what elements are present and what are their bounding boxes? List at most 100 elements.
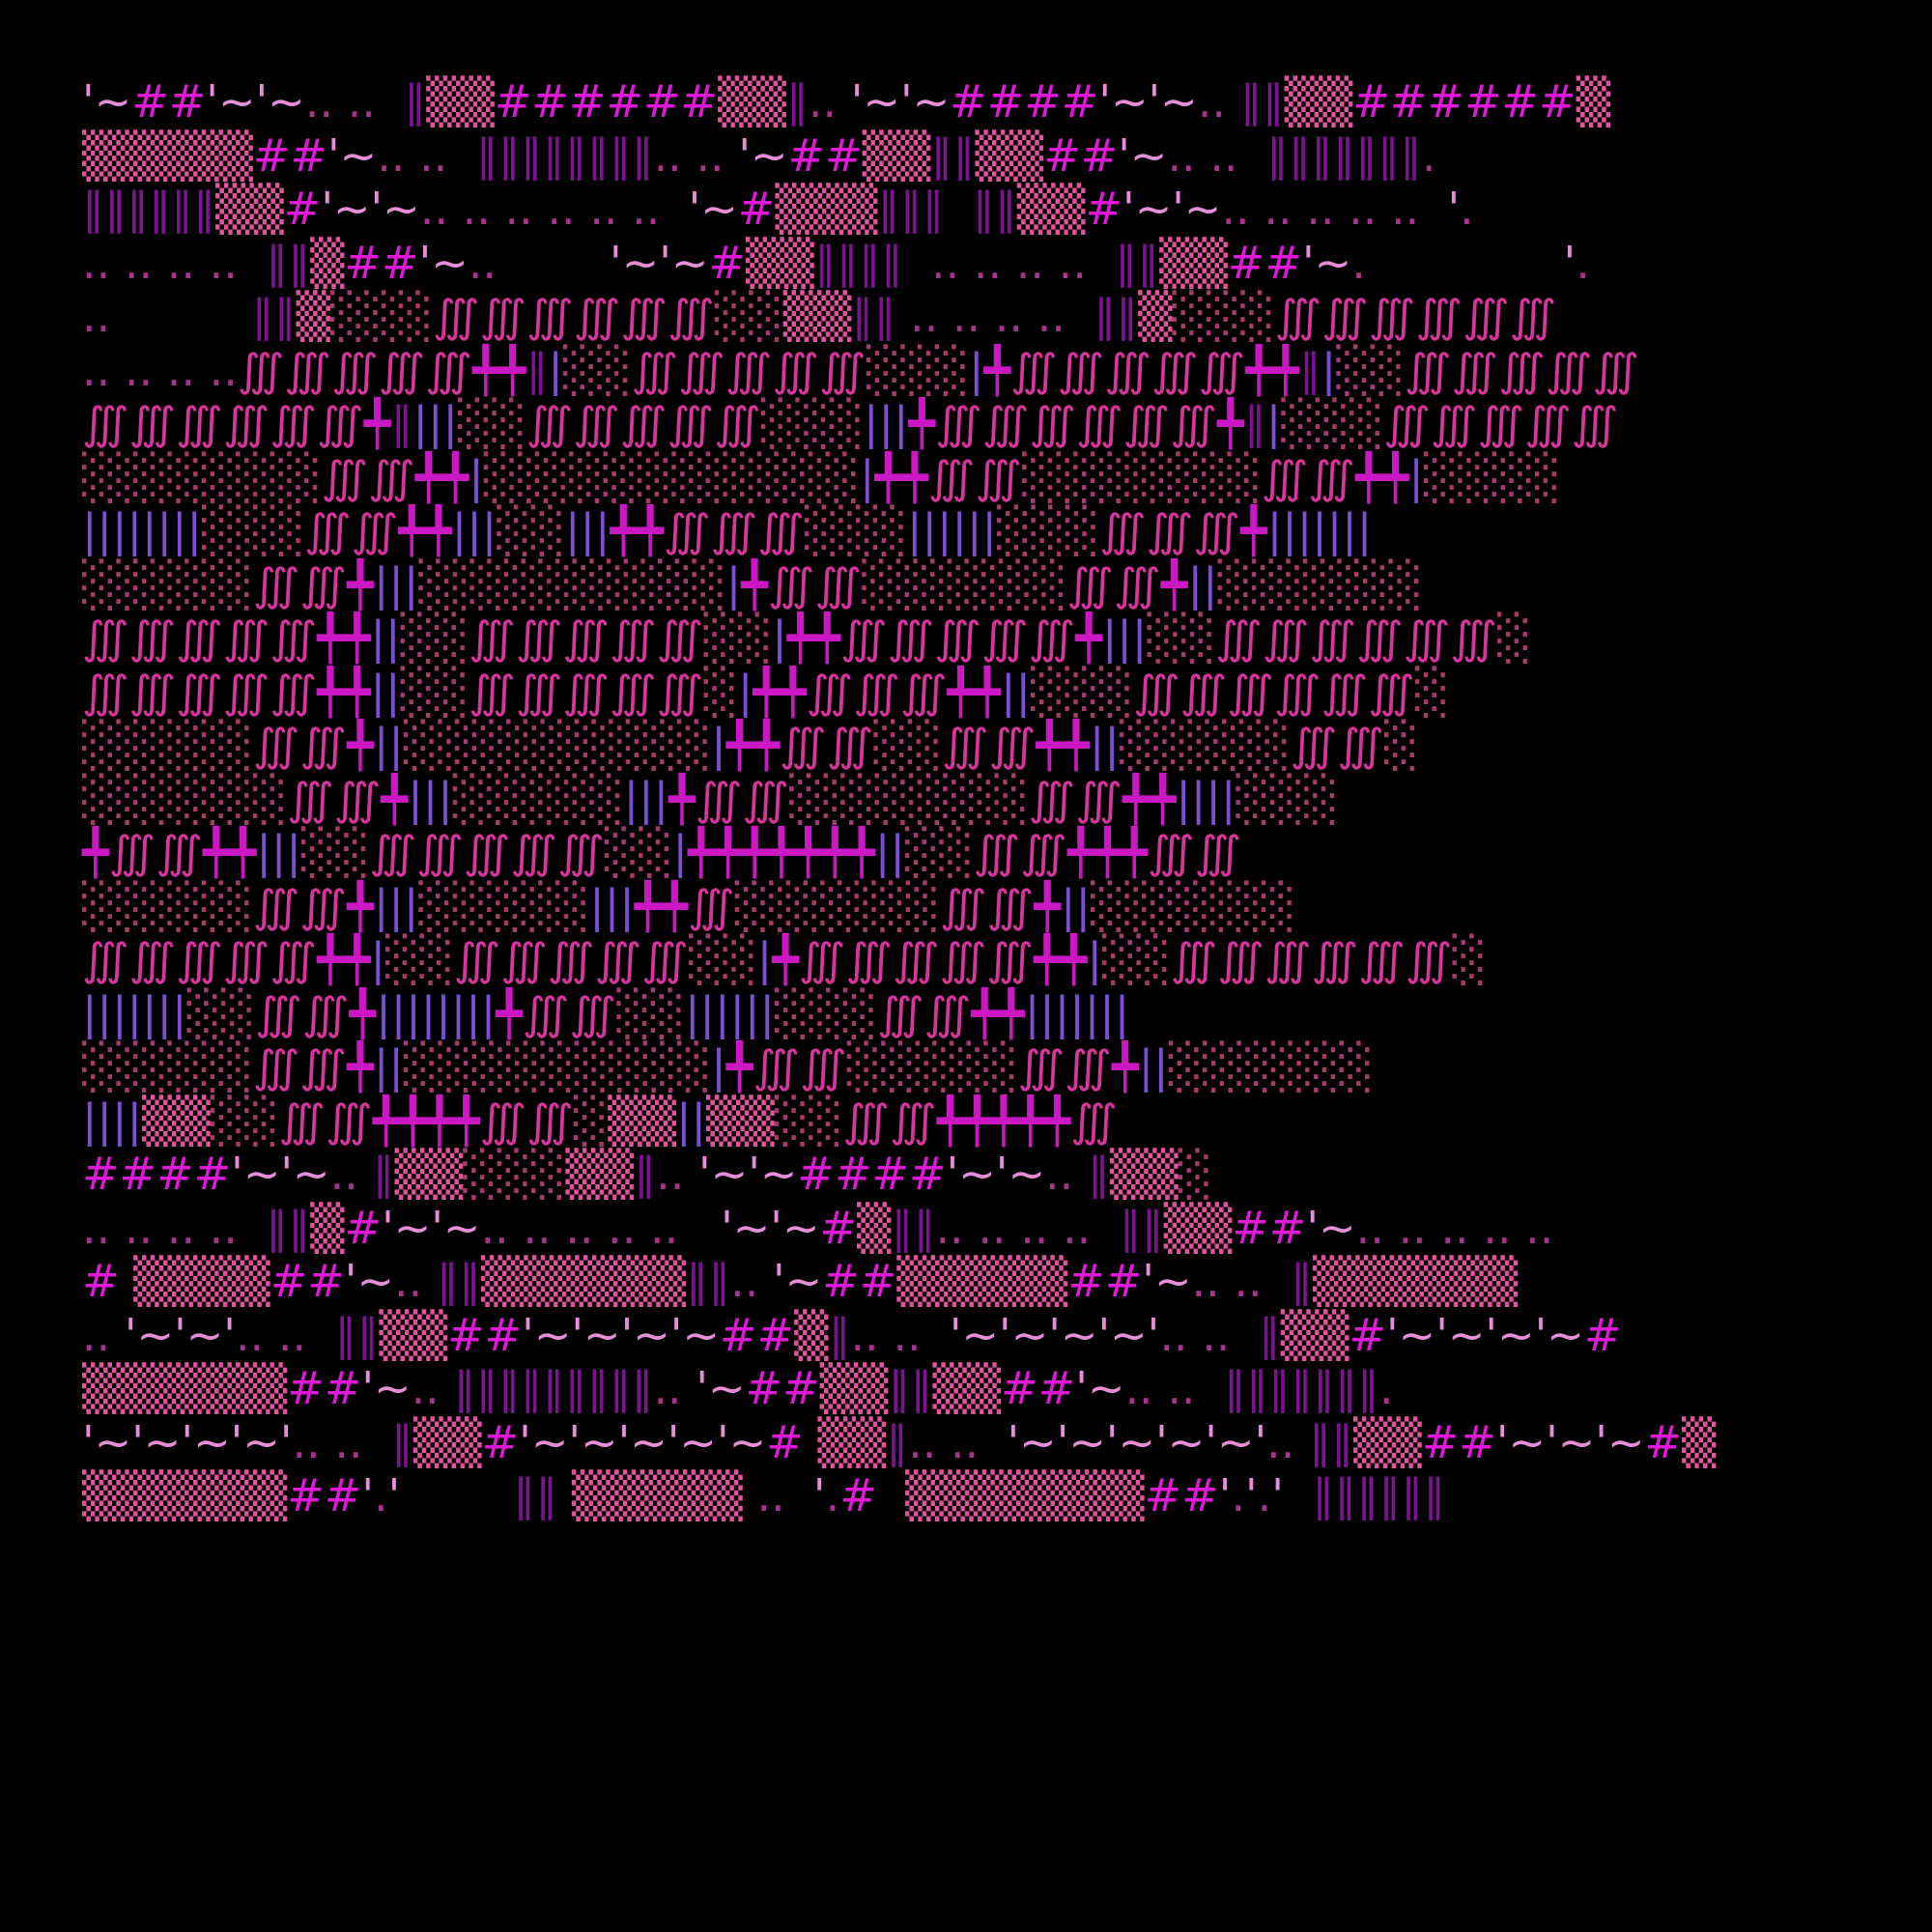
ascii-art-row: |||||||░░∭∭╇||||||||╇∭∭░░||||||░░░∭∭╇╇||…: [82, 987, 1129, 1039]
whitespace-run: [1153, 1362, 1168, 1414]
parallel-double-bar-glyph: ∥∥: [1094, 290, 1139, 342]
period-dot-glyph: ..: [277, 1308, 307, 1361]
parallel-double-bar-glyph: ∥∥∥∥∥∥∥: [1265, 128, 1422, 182]
apostrophe-quote-glyph: ': [1142, 1255, 1154, 1307]
period-dot-glyph: .: [1460, 183, 1474, 235]
triple-integral-glyph: ∭∭: [252, 1040, 348, 1093]
period-dot-glyph: ..: [124, 343, 154, 396]
hash-glyph: ##: [287, 1362, 362, 1414]
down-tack-cross-glyph: ╇╇: [874, 450, 928, 503]
vertical-bar-glyph: |||: [408, 772, 453, 825]
down-tack-cross-glyph: ╇: [725, 1040, 753, 1093]
medium-shade-block-glyph: ▒▒: [379, 1308, 448, 1361]
medium-shade-block-glyph: ▒: [1576, 75, 1611, 128]
down-tack-cross-glyph: ╇: [496, 986, 523, 1039]
period-dot-glyph: ..: [166, 343, 195, 396]
medium-shade-block-glyph: ▒▒: [1284, 75, 1353, 128]
down-tack-cross-glyph: ╇: [908, 397, 936, 449]
apostrophe-quote-glyph: ': [1447, 183, 1461, 235]
down-tack-cross-glyph: ╇╇: [398, 504, 452, 556]
medium-shade-block-glyph: ▒▒▒▒▒: [82, 128, 253, 182]
period-dot-glyph: ..: [589, 183, 618, 235]
period-dot-glyph: ..: [468, 236, 497, 289]
parallel-double-bar-glyph: ∥∥: [851, 290, 896, 342]
parallel-double-bar-glyph: ∥: [828, 1308, 851, 1361]
down-tack-cross-glyph: ╇╇╇: [1066, 826, 1149, 878]
tilde-glyph: ~: [630, 1415, 668, 1468]
triple-integral-glyph: ∭∭: [108, 826, 203, 878]
parallel-double-bar-glyph: ∥: [372, 1148, 395, 1200]
hash-glyph: #: [82, 1255, 120, 1307]
vertical-bar-glyph: ||: [874, 826, 905, 878]
triple-integral-glyph: ∭∭: [753, 1040, 847, 1093]
triple-integral-glyph: ∭∭∭∭∭∭: [433, 290, 715, 342]
medium-shade-block-glyph: ▒: [794, 1308, 829, 1361]
hash-glyph: ##: [344, 236, 419, 289]
light-shade-block-glyph: ░░: [457, 397, 526, 449]
triple-integral-glyph: ∭∭: [767, 557, 863, 611]
light-shade-block-glyph: ░░░░░░░: [789, 772, 1029, 825]
apostrophe-quote-glyph: ': [716, 1415, 729, 1468]
parallel-double-bar-glyph: ∥∥∥: [877, 183, 945, 235]
hash-glyph: ##: [1001, 1362, 1076, 1414]
medium-shade-block-glyph: ▒▒▒▒▒▒: [1312, 1255, 1519, 1307]
whitespace-run: [333, 75, 348, 128]
down-tack-cross-glyph: ╇╇: [610, 504, 664, 556]
down-tack-cross-glyph: ╇: [1075, 611, 1102, 664]
apostrophe-quote-glyph: ': [131, 1415, 144, 1468]
period-dot-glyph: ..: [166, 236, 195, 289]
hash-glyph: #: [283, 183, 322, 235]
period-dot-glyph: ..: [1191, 1255, 1220, 1307]
down-tack-cross-glyph: ╇╇: [786, 611, 841, 664]
period-dot-glyph: ..: [209, 236, 238, 289]
period-dot-glyph: ..: [209, 343, 238, 396]
tilde-glyph: ~: [1118, 1415, 1156, 1468]
tilde-glyph: ~: [728, 1415, 767, 1468]
parallel-double-bar-glyph: ∥∥: [334, 1308, 380, 1361]
tilde-glyph: ~: [1068, 1415, 1106, 1468]
tilde-glyph: ~: [185, 1308, 224, 1361]
down-tack-cross-glyph: ╇╇: [317, 933, 371, 985]
light-shade-block-glyph: ░░░: [329, 290, 434, 342]
whitespace-run: [1065, 290, 1094, 342]
light-shade-block-glyph: ░░░: [1236, 772, 1339, 825]
ascii-art-row: ||||||||░░░∭∭╇╇|||░░|||╇╇∭∭∭░░░||||||░░░…: [82, 504, 1372, 556]
period-dot-glyph: ..: [1483, 1201, 1512, 1254]
hash-glyph: #: [1583, 1308, 1622, 1361]
tilde-glyph: ~: [217, 75, 256, 128]
whitespace-run: [1377, 183, 1391, 235]
apostrophe-quote-glyph: ': [949, 1308, 962, 1361]
light-shade-block-glyph: ░░░░░: [1119, 719, 1291, 771]
ascii-art-row: ∭∭∭∭∭╇╇||░░∭∭∭∭∭░|╇╇∭∭∭╇╇||░░░∭∭∭∭∭∭░: [82, 666, 1449, 718]
hash-glyph: ##: [287, 1469, 362, 1521]
whitespace-run: [895, 290, 910, 342]
whitespace-run: [1023, 290, 1037, 342]
tilde-glyph: ~: [1167, 1415, 1206, 1468]
medium-shade-block-glyph: ▒▒: [862, 128, 931, 182]
light-shade-block-glyph: ░: [1178, 1148, 1213, 1200]
period-dot-glyph: .: [1231, 1469, 1246, 1521]
whitespace-run: [1073, 1148, 1088, 1200]
triple-integral-glyph: ∭∭∭∭∭: [1010, 343, 1246, 396]
period-dot-glyph: ..: [565, 1201, 594, 1254]
medium-shade-block-glyph: ▒: [310, 236, 345, 289]
down-tack-cross-glyph: ╇╇: [1245, 343, 1299, 396]
apostrophe-quote-glyph: ': [1435, 1308, 1448, 1361]
medium-shade-block-glyph: ▒▒: [782, 290, 852, 342]
tilde-glyph: ~: [1319, 1201, 1356, 1254]
tilde-glyph: ~: [679, 1415, 717, 1468]
tilde-glyph: ~: [1606, 1415, 1645, 1468]
tilde-glyph: ~: [1183, 183, 1222, 235]
medium-shade-block-glyph: ▒▒: [142, 1094, 211, 1147]
light-shade-block-glyph: ░░░░░: [452, 772, 624, 825]
light-shade-block-glyph: ░░░░░░░░░: [418, 557, 726, 611]
period-dot-glyph: ..: [952, 290, 981, 342]
light-shade-block-glyph: ░░░░░░: [1217, 557, 1423, 611]
whitespace-run: [1263, 1255, 1291, 1307]
period-dot-glyph: .: [374, 1469, 388, 1521]
parallel-double-bar-glyph: ∥∥: [266, 236, 311, 289]
medium-shade-block-glyph: ▒▒: [1163, 1201, 1233, 1254]
tilde-glyph: ~: [332, 183, 371, 235]
apostrophe-quote-glyph: ': [946, 1148, 959, 1200]
tilde-glyph: ~: [633, 1308, 670, 1361]
